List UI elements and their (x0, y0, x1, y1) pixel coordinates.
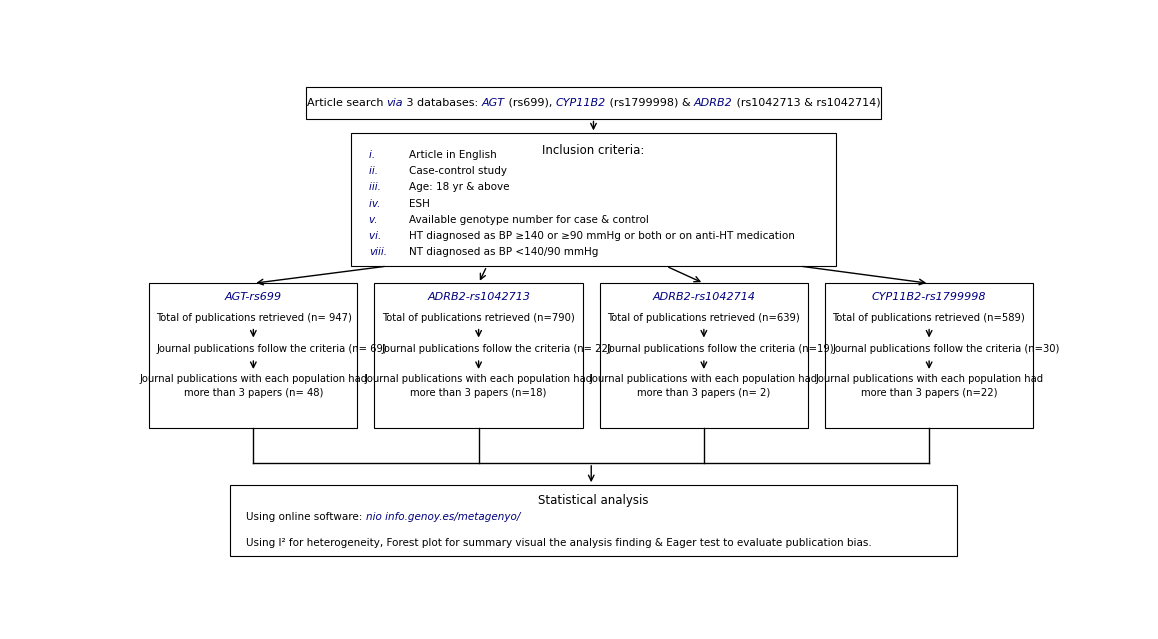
Text: Article search: Article search (307, 98, 387, 107)
Text: ADRB2: ADRB2 (694, 98, 733, 107)
Text: v.: v. (369, 215, 384, 225)
FancyBboxPatch shape (600, 283, 808, 429)
Text: Using I² for heterogeneity, Forest plot for summary visual the analysis finding : Using I² for heterogeneity, Forest plot … (247, 538, 872, 548)
Text: Journal publications with each population had
more than 3 papers (n=22): Journal publications with each populatio… (815, 374, 1043, 397)
Text: Total of publications retrieved (n=589): Total of publications retrieved (n=589) (833, 313, 1025, 323)
Text: Journal publications with each population had
more than 3 papers (n= 48): Journal publications with each populatio… (139, 374, 367, 397)
Text: i.: i. (369, 150, 384, 160)
Text: ii.: ii. (369, 166, 384, 176)
Text: Journal publications follow the criteria (n=19): Journal publications follow the criteria… (607, 344, 835, 355)
Text: (rs1799998) &: (rs1799998) & (606, 98, 694, 107)
Text: iii.: iii. (369, 183, 384, 192)
FancyBboxPatch shape (824, 283, 1033, 429)
FancyBboxPatch shape (230, 485, 957, 557)
Text: Using online software:: Using online software: (247, 512, 366, 522)
Text: viii.: viii. (369, 247, 387, 258)
FancyBboxPatch shape (149, 283, 358, 429)
FancyBboxPatch shape (351, 134, 836, 266)
Text: Total of publications retrieved (n=639): Total of publications retrieved (n=639) (607, 313, 800, 323)
Text: Article in English: Article in English (410, 150, 497, 160)
Text: Journal publications follow the criteria (n=30): Journal publications follow the criteria… (833, 344, 1060, 355)
Text: Journal publications with each population had
more than 3 papers (n=18): Journal publications with each populatio… (365, 374, 593, 397)
Text: Statistical analysis: Statistical analysis (538, 494, 648, 507)
Text: iv.: iv. (369, 199, 383, 209)
Text: Available genotype number for case & control: Available genotype number for case & con… (410, 215, 650, 225)
Text: NT diagnosed as BP <140/90 mmHg: NT diagnosed as BP <140/90 mmHg (410, 247, 599, 258)
Text: via: via (387, 98, 403, 107)
Text: Journal publications follow the criteria (n= 22): Journal publications follow the criteria… (382, 344, 613, 355)
Text: HT diagnosed as BP ≥140 or ≥90 mmHg or both or on anti-HT medication: HT diagnosed as BP ≥140 or ≥90 mmHg or b… (410, 231, 796, 241)
Text: CYP11B2-rs1799998: CYP11B2-rs1799998 (872, 292, 987, 302)
FancyBboxPatch shape (306, 86, 881, 118)
Text: (rs1042713 & rs1042714): (rs1042713 & rs1042714) (733, 98, 880, 107)
Text: Total of publications retrieved (n=790): Total of publications retrieved (n=790) (382, 313, 574, 323)
Text: ADRB2-rs1042713: ADRB2-rs1042713 (427, 292, 530, 302)
Text: AGT-rs699: AGT-rs699 (225, 292, 281, 302)
Text: CYP11B2: CYP11B2 (556, 98, 606, 107)
Text: ADRB2-rs1042714: ADRB2-rs1042714 (652, 292, 755, 302)
Text: Journal publications with each population had
more than 3 papers (n= 2): Journal publications with each populatio… (589, 374, 818, 397)
Text: (rs699),: (rs699), (505, 98, 556, 107)
Text: 3 databases:: 3 databases: (403, 98, 482, 107)
Text: vi.: vi. (369, 231, 384, 241)
Text: Case-control study: Case-control study (410, 166, 507, 176)
Text: Age: 18 yr & above: Age: 18 yr & above (410, 183, 510, 192)
FancyBboxPatch shape (374, 283, 582, 429)
Text: AGT: AGT (482, 98, 505, 107)
Text: Journal publications follow the criteria (n= 69): Journal publications follow the criteria… (156, 344, 387, 355)
Text: Inclusion criteria:: Inclusion criteria: (542, 144, 645, 157)
Text: nio info.genoy.es/metagenyo/: nio info.genoy.es/metagenyo/ (366, 512, 520, 522)
Text: ESH: ESH (410, 199, 431, 209)
Text: Total of publications retrieved (n= 947): Total of publications retrieved (n= 947) (156, 313, 352, 323)
